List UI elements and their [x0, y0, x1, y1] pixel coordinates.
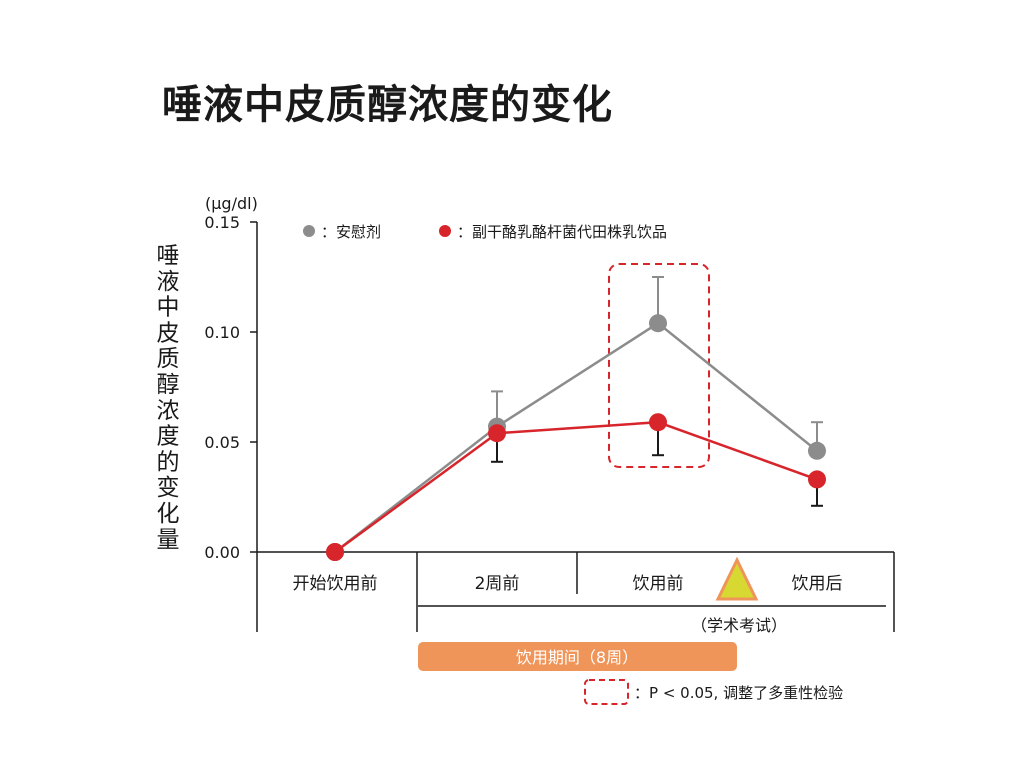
x-category-label: 饮用后 — [792, 574, 843, 594]
data-point-series-1 — [326, 543, 344, 561]
exam-triangle-icon — [715, 556, 759, 601]
y-tick-label: 0.15 — [204, 213, 240, 232]
page-title: 唾液中皮质醇浓度的变化 — [162, 82, 613, 128]
y-tick-label: 0.05 — [204, 433, 240, 452]
significance-note: ：P < 0.05, 调整了多重性检验 — [634, 684, 843, 702]
x-category-labels: 开始饮用前 2周前 饮用前 饮用后 — [293, 574, 843, 594]
y-unit-label: (μg/dl) — [205, 194, 258, 213]
significance-legend-box — [584, 679, 629, 705]
data-point-series-0 — [808, 441, 826, 460]
legend-label-placebo: ：安慰剂 — [321, 223, 381, 241]
drinking-period-label: 饮用期间（8周） — [516, 648, 638, 667]
legend-marker-placebo — [303, 225, 315, 237]
series-layer — [326, 276, 826, 561]
data-point-series-1 — [488, 424, 506, 443]
y-ticks: 0.00 0.05 0.10 0.15 — [204, 213, 257, 562]
y-tick-label: 0.10 — [204, 323, 240, 342]
data-point-series-0 — [649, 314, 667, 333]
data-point-series-1 — [808, 470, 826, 489]
y-axis-label: 唾液中皮质醇浓度的变化量 — [157, 243, 180, 553]
legend-marker-probiotic — [439, 225, 451, 237]
x-category-label: 饮用前 — [633, 574, 684, 594]
legend: ：安慰剂 ：副干酪乳酪杆菌代田株乳饮品 — [303, 223, 667, 241]
y-tick-label: 0.00 — [204, 543, 240, 562]
significance-box — [608, 263, 710, 468]
chart-axes — [256, 222, 895, 632]
y-axis-title: 唾液中皮质醇浓度的变化量 — [157, 243, 180, 553]
series-line-1 — [334, 420, 818, 554]
legend-label-probiotic: ：副干酪乳酪杆菌代田株乳饮品 — [457, 223, 667, 241]
drinking-period-bar — [418, 642, 737, 671]
series-line-0 — [334, 321, 818, 553]
x-category-label: 开始饮用前 — [293, 574, 378, 594]
data-point-series-1 — [649, 413, 667, 432]
exam-label: （学术考试） — [691, 616, 787, 635]
x-category-label: 2周前 — [475, 574, 520, 594]
